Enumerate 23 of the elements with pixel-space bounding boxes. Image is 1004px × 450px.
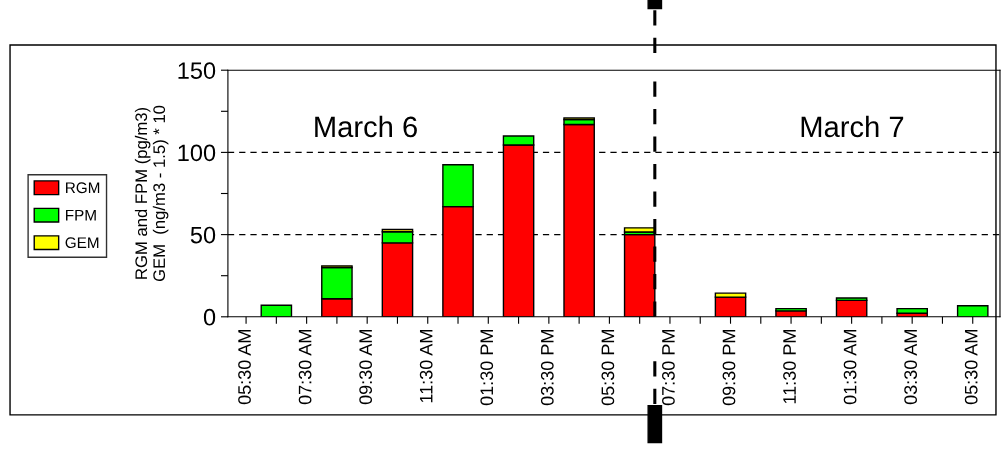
legend-label: GEM [65, 237, 99, 249]
annotation: March 6 [315, 115, 417, 138]
x-tick-label: 09:30 PM [722, 330, 736, 406]
annotation: March 7 [801, 115, 904, 138]
y-axis-title: RGM and FPM (pg/m3) GEM (ng/m3 - 1.5) * 10 [134, 105, 169, 282]
x-tick-label: 11:30 PM [783, 330, 796, 404]
x-tick-label: 05:30 AM [238, 330, 251, 405]
legend-label: FPM [66, 209, 96, 221]
x-tick-label: 11:30 AM [419, 330, 433, 403]
y-tick-label: 0 [203, 308, 216, 326]
y-tick-label: 150 [178, 62, 216, 79]
x-tick-label: 09:30 AM [359, 330, 373, 405]
x-tick-label: 03:30 AM [904, 330, 918, 405]
x-tick-label: 05:30 PM [601, 330, 615, 406]
y-tick-label: 100 [178, 144, 216, 162]
y-tick-label: 50 [190, 226, 216, 244]
x-tick-label: 01:30 PM [480, 330, 494, 406]
x-tick-label: 07:30 PM [662, 330, 675, 406]
x-tick-label: 01:30 AM [843, 330, 857, 405]
x-tick-label: 07:30 AM [298, 330, 312, 405]
x-tick-label: 05:30 AM [964, 330, 978, 405]
legend-label: RGM [66, 182, 100, 194]
x-tick-label: 03:30 PM [540, 330, 554, 406]
